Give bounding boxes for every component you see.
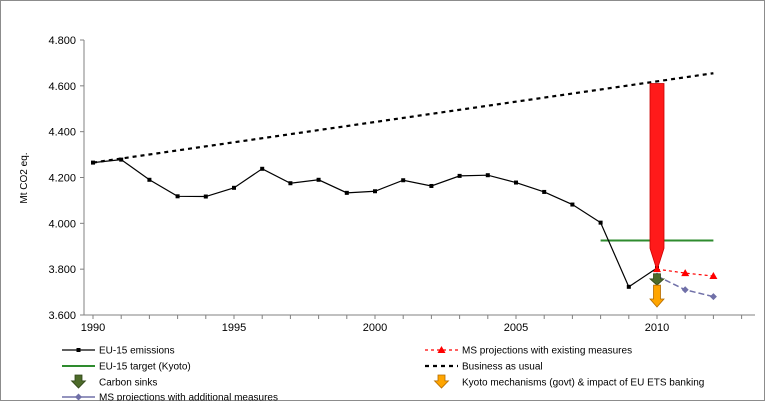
legend: EU-15 emissions MS projections with exist… xyxy=(62,346,704,404)
y-tick-label: 3.800 xyxy=(48,264,76,276)
emissions-point xyxy=(147,177,152,182)
legend-label: Business as usual xyxy=(462,362,543,373)
emissions-point xyxy=(626,284,631,289)
legend-label: MS projections with existing measures xyxy=(462,346,632,357)
y-axis-label: Mt CO2 eq. xyxy=(19,152,30,203)
additional-measures-point xyxy=(709,293,717,301)
x-ticks: 1990 1995 2000 2005 2010 xyxy=(81,315,743,334)
business-as-usual-line xyxy=(92,72,714,164)
existing-measures-point xyxy=(681,269,690,277)
emissions-point xyxy=(373,189,377,194)
legend-marker-emissions xyxy=(76,348,81,352)
plot-area xyxy=(91,72,718,308)
emissions-point xyxy=(542,189,547,194)
reduction-arrow xyxy=(649,83,665,272)
emissions-point xyxy=(344,190,349,195)
x-tick-label: 1990 xyxy=(81,322,105,334)
legend-label: Kyoto mechanisms (govt) & impact of EU E… xyxy=(462,378,704,389)
emissions-point xyxy=(175,194,180,199)
legend-marker-additional-measures xyxy=(75,393,82,401)
x-tick-label: 2005 xyxy=(504,322,528,334)
emissions-point xyxy=(232,185,236,190)
emissions-point xyxy=(514,180,518,185)
x-tick-label: 2000 xyxy=(363,322,387,334)
y-tick-label: 4.200 xyxy=(48,173,76,185)
y-tick-label: 4.000 xyxy=(48,218,76,230)
legend-label: EU-15 target (Kyoto) xyxy=(99,362,191,373)
y-ticks: 3.600 3.800 4.000 4.200 4.400 4.600 4.800 xyxy=(48,35,84,322)
emissions-point xyxy=(316,177,321,182)
emissions-point xyxy=(288,181,293,186)
emissions-point xyxy=(429,183,434,188)
y-tick-label: 4.800 xyxy=(48,35,76,47)
existing-measures-point xyxy=(709,272,718,280)
legend-marker-existing-measures xyxy=(437,346,446,353)
additional-measures-point xyxy=(681,286,689,294)
x-tick-label: 2010 xyxy=(645,322,669,334)
emissions-point xyxy=(119,157,124,162)
legend-swatch-carbon-sinks xyxy=(70,374,87,389)
carbon-sinks-arrow xyxy=(648,273,666,286)
emissions-point xyxy=(91,160,95,165)
x-tick-label: 1995 xyxy=(222,322,246,334)
emissions-point xyxy=(401,178,406,183)
legend-swatch-kyoto-mechanisms xyxy=(433,374,450,389)
existing-measures-point xyxy=(653,265,661,273)
emissions-point xyxy=(260,166,265,171)
legend-label: MS projections with additional measures xyxy=(99,393,278,402)
emissions-point xyxy=(457,173,462,178)
legend-label: EU-15 emissions xyxy=(99,346,175,357)
y-tick-label: 4.600 xyxy=(48,81,76,93)
emissions-point xyxy=(598,220,603,225)
emissions-point xyxy=(203,194,208,199)
y-tick-label: 3.600 xyxy=(48,310,76,322)
y-tick-label: 4.400 xyxy=(48,127,76,139)
kyoto-mechanisms-arrow xyxy=(649,284,665,308)
legend-label: Carbon sinks xyxy=(99,378,157,389)
emissions-point xyxy=(485,173,490,178)
emissions-point xyxy=(570,202,575,207)
